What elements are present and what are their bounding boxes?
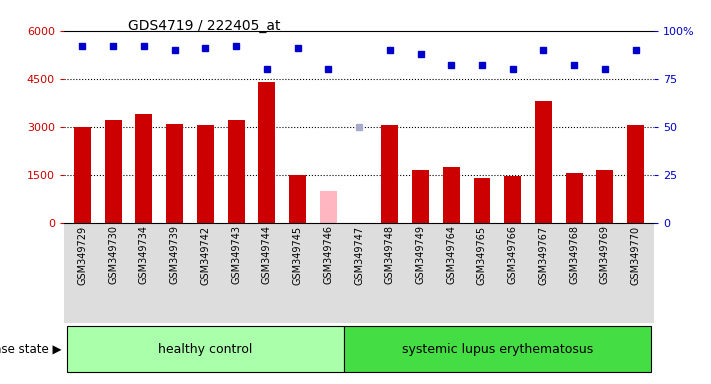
Bar bbox=[64, 223, 654, 323]
Text: healthy control: healthy control bbox=[158, 343, 252, 356]
Bar bbox=[136, 114, 152, 223]
Bar bbox=[74, 127, 91, 223]
Bar bbox=[597, 170, 614, 223]
Bar bbox=[443, 167, 460, 223]
Text: GDS4719 / 222405_at: GDS4719 / 222405_at bbox=[128, 19, 280, 33]
Bar bbox=[535, 101, 552, 223]
Bar bbox=[166, 124, 183, 223]
Bar bbox=[67, 326, 343, 372]
Bar bbox=[105, 120, 122, 223]
Bar bbox=[566, 173, 582, 223]
Bar bbox=[197, 125, 214, 223]
Bar bbox=[320, 191, 337, 223]
Bar bbox=[627, 125, 644, 223]
Bar bbox=[412, 170, 429, 223]
Bar bbox=[289, 175, 306, 223]
Bar bbox=[381, 125, 398, 223]
Bar bbox=[474, 178, 491, 223]
Bar bbox=[228, 120, 245, 223]
Text: systemic lupus erythematosus: systemic lupus erythematosus bbox=[402, 343, 593, 356]
Bar bbox=[504, 176, 521, 223]
Bar bbox=[343, 326, 651, 372]
Bar bbox=[258, 82, 275, 223]
Text: disease state ▶: disease state ▶ bbox=[0, 343, 61, 356]
